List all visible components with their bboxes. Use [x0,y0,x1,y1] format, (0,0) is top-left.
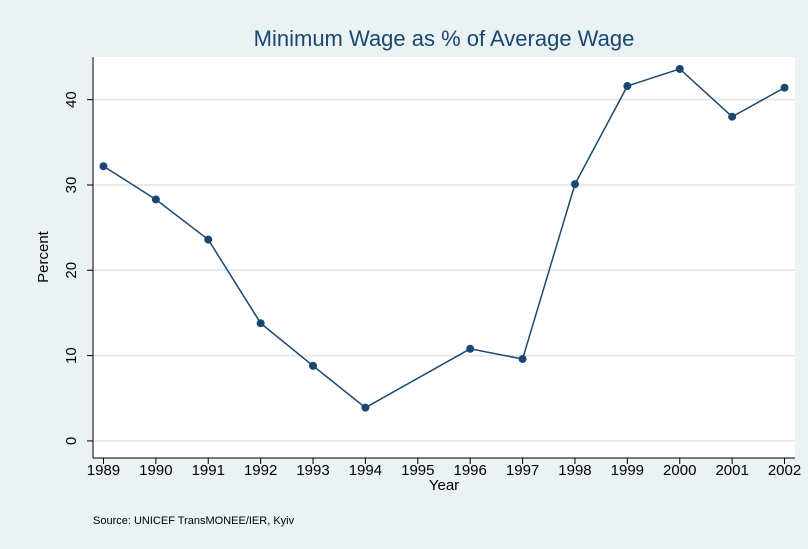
x-tick-label: 1996 [454,462,487,479]
data-point [204,235,213,244]
x-tick-label: 1989 [87,462,120,479]
x-tick-label: 1998 [558,462,591,479]
x-tick-label: 1992 [244,462,277,479]
plot-area [93,57,795,458]
x-tick-label: 2001 [715,462,748,479]
x-tick-label: 2000 [663,462,696,479]
x-tick-label: 1999 [611,462,644,479]
x-tick-label: 1991 [192,462,225,479]
data-point [309,361,318,370]
data-point [466,344,475,353]
chart-title: Minimum Wage as % of Average Wage [254,26,635,51]
data-point [780,83,789,92]
data-point [361,403,370,412]
x-tick-label: 1990 [139,462,172,479]
data-point [518,355,527,364]
y-axis-title: Percent [35,230,52,283]
y-tick-label: 0 [63,437,80,445]
data-point [570,180,579,189]
data-point [256,319,265,328]
y-tick-label: 40 [63,91,80,108]
x-axis-title: Year [429,477,459,494]
x-tick-label: 1995 [401,462,434,479]
y-tick-label: 10 [63,347,80,364]
data-point [675,64,684,73]
x-tick-label: 1993 [296,462,329,479]
data-point [99,162,108,171]
x-tick-label: 1997 [506,462,539,479]
x-tick-label: 1994 [349,462,382,479]
y-tick-label: 20 [63,262,80,279]
y-tick-label: 30 [63,177,80,194]
data-point [151,195,160,204]
data-point [623,82,632,91]
x-tick-label: 2002 [768,462,801,479]
data-point [728,112,737,121]
source-note: Source: UNICEF TransMONEE/IER, Kyiv [93,515,295,527]
